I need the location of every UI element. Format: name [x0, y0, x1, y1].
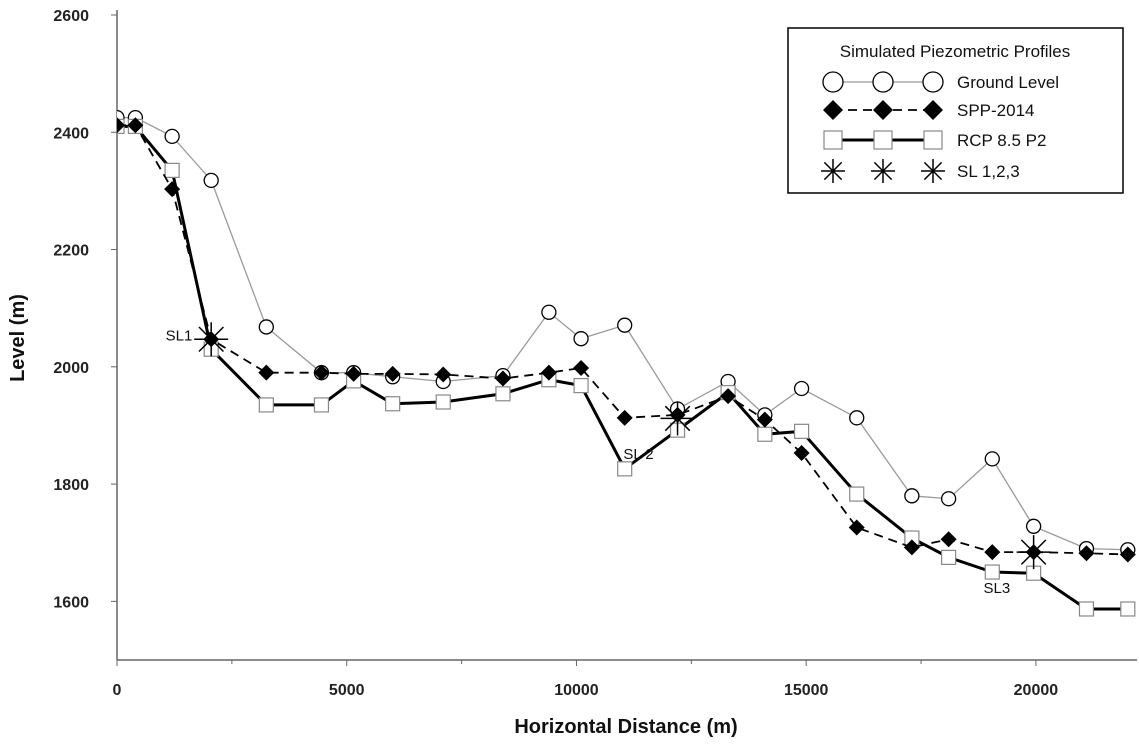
- data-point-rcp-8-5-p2: [757, 426, 773, 442]
- legend-item-sl-1-2-3: SL 1,2,3: [821, 159, 1020, 183]
- data-point-rcp-8-5-p2: [573, 377, 589, 394]
- data-point-spp-2014: [313, 364, 330, 381]
- data-point-ground-level: [258, 319, 274, 335]
- x-tick-label: 10000: [554, 682, 599, 699]
- y-axis-label: Level (m): [7, 294, 29, 382]
- legend-marker-sl-1-2-3: [921, 159, 945, 183]
- legend-title: Simulated Piezometric Profiles: [840, 42, 1071, 61]
- data-point-ground-level: [984, 451, 1000, 467]
- y-tick-label: 2000: [53, 360, 89, 377]
- annotation-label: SL 2: [623, 446, 653, 463]
- y-tick-label: 1800: [53, 477, 89, 494]
- data-point-sl-1-2-3: [194, 322, 229, 357]
- y-tick-label: 2400: [53, 125, 89, 142]
- data-point-spp-2014: [984, 544, 1001, 561]
- legend-marker-ground-level: [922, 71, 944, 93]
- data-point-spp-2014: [117, 117, 125, 134]
- data-point-ground-level: [1025, 518, 1042, 534]
- annotation-label: SL3: [984, 580, 1011, 597]
- annotations: SL1 SL 2 SL3: [166, 327, 1011, 597]
- data-point-spp-2014: [903, 539, 920, 556]
- legend-marker-ground-level: [822, 71, 844, 93]
- data-point-spp-2014: [1119, 546, 1136, 563]
- data-point-rcp-8-5-p2: [1120, 601, 1136, 617]
- data-point-spp-2014: [793, 445, 810, 462]
- legend-box: [787, 27, 1124, 194]
- annotation-label: SL1: [166, 327, 193, 344]
- x-axis-label: Horizontal Distance (m): [514, 716, 737, 738]
- series-layer: [117, 109, 1136, 617]
- data-point-rcp-8-5-p2: [385, 396, 401, 412]
- data-point-rcp-8-5-p2: [495, 386, 511, 402]
- data-point-ground-level: [541, 304, 557, 320]
- data-point-ground-level: [904, 488, 920, 504]
- series-line-ground-level: [117, 116, 1128, 551]
- x-tick-label: 20000: [1014, 682, 1059, 699]
- tick-labels: 1600 1800 2000 2200 2400 2600 0 5000 10000 15000 2…: [53, 8, 1058, 699]
- legend-marker-spp-2014: [823, 100, 843, 120]
- x-tick-label: 0: [113, 682, 122, 699]
- legend-label-rcp-8-5-p2: RCP 8.5 P2: [957, 131, 1046, 150]
- data-point-rcp-8-5-p2: [793, 423, 810, 439]
- data-point-rcp-8-5-p2: [258, 397, 274, 413]
- data-point-spp-2014: [616, 409, 633, 426]
- data-point-rcp-8-5-p2: [941, 549, 957, 565]
- legend-item-spp-2014: SPP-2014: [823, 100, 1035, 120]
- legend: Simulated Piezometric Profiles Ground Le…: [787, 27, 1124, 194]
- data-point-rcp-8-5-p2: [849, 486, 865, 502]
- legend-marker-sl-1-2-3: [821, 159, 845, 183]
- y-tick-label: 2600: [53, 8, 89, 25]
- data-point-ground-level: [573, 331, 589, 347]
- data-point-ground-level: [849, 410, 865, 426]
- legend-label-spp-2014: SPP-2014: [957, 101, 1035, 120]
- data-point-ground-level: [164, 128, 180, 145]
- data-point-rcp-8-5-p2: [1078, 601, 1095, 617]
- y-tick-label: 2200: [53, 243, 89, 260]
- legend-marker-spp-2014: [873, 100, 893, 120]
- data-point-spp-2014: [127, 117, 144, 134]
- series-line-spp-2014: [117, 124, 1128, 556]
- data-point-spp-2014: [345, 365, 362, 382]
- data-point-rcp-8-5-p2: [435, 394, 451, 410]
- legend-marker-sl-1-2-3: [871, 159, 895, 183]
- data-point-spp-2014: [756, 411, 773, 428]
- legend-label-sl-1-2-3: SL 1,2,3: [957, 162, 1020, 181]
- legend-marker-rcp-8-5-p2: [923, 130, 943, 150]
- data-point-rcp-8-5-p2: [617, 461, 633, 477]
- data-point-rcp-8-5-p2: [313, 397, 330, 413]
- data-point-spp-2014: [384, 365, 401, 382]
- data-point-spp-2014: [720, 388, 737, 405]
- data-point-ground-level: [793, 380, 810, 397]
- data-point-spp-2014: [1078, 545, 1095, 562]
- series-spp-2014: [117, 117, 1136, 563]
- data-point-spp-2014: [258, 364, 275, 381]
- data-point-ground-level: [940, 491, 957, 507]
- data-point-spp-2014: [940, 531, 957, 548]
- data-point-spp-2014: [540, 364, 557, 381]
- data-point-spp-2014: [573, 359, 590, 376]
- data-point-rcp-8-5-p2: [164, 162, 180, 178]
- legend-marker-rcp-8-5-p2: [873, 130, 893, 150]
- data-point-sl-1-2-3: [1016, 535, 1051, 570]
- legend-marker-rcp-8-5-p2: [823, 130, 843, 150]
- data-point-rcp-8-5-p2: [984, 564, 1000, 580]
- x-tick-label: 15000: [784, 682, 829, 699]
- series-sl-1-2-3: [194, 322, 1051, 570]
- y-tick-label: 1600: [53, 594, 89, 611]
- data-point-spp-2014: [494, 370, 511, 387]
- legend-label-ground-level: Ground Level: [957, 73, 1059, 92]
- data-point-spp-2014: [164, 181, 181, 198]
- legend-marker-spp-2014: [923, 100, 943, 120]
- x-tick-label: 5000: [329, 682, 365, 699]
- data-point-spp-2014: [435, 366, 452, 383]
- legend-item-ground-level: Ground Level: [822, 71, 1059, 93]
- data-point-ground-level: [203, 172, 219, 189]
- data-point-sl-1-2-3: [660, 401, 695, 436]
- data-point-ground-level: [617, 317, 633, 333]
- legend-item-rcp-8-5-p2: RCP 8.5 P2: [823, 130, 1046, 150]
- legend-marker-ground-level: [872, 71, 894, 93]
- data-point-spp-2014: [848, 519, 865, 536]
